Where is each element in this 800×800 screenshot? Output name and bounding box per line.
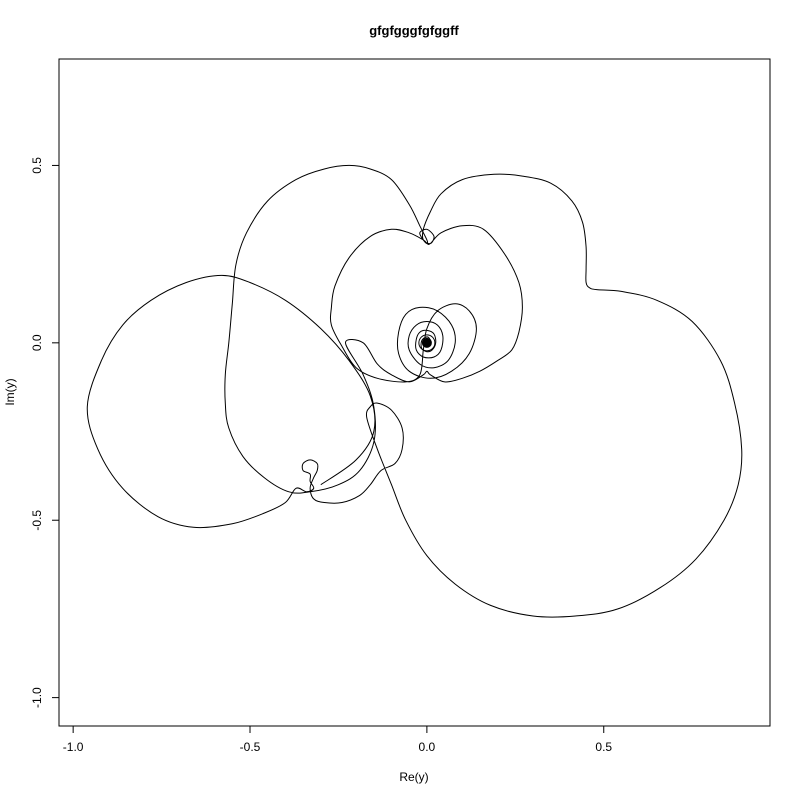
- y-tick-label: -0.5: [30, 510, 44, 531]
- x-tick-label: 0.5: [595, 740, 612, 754]
- x-tick-label: -1.0: [63, 740, 84, 754]
- spiral-core-point: [421, 337, 432, 348]
- y-tick-label: -1.0: [30, 687, 44, 708]
- plot-area: [58, 58, 771, 727]
- y-tick-label: 0.5: [30, 157, 44, 174]
- spiral-core-ring: [418, 334, 436, 352]
- y-axis-label: Im(y): [3, 378, 17, 405]
- x-tick-label: -0.5: [240, 740, 261, 754]
- series-line-0: [86, 164, 743, 618]
- y-tick-label: 0.0: [30, 334, 44, 351]
- x-axis-label: Re(y): [399, 770, 428, 784]
- y-axis: -1.0 -0.5 0.0 0.5: [30, 157, 60, 708]
- x-tick-label: 0.0: [419, 740, 436, 754]
- x-axis: -1.0 -0.5 0.0 0.5: [63, 725, 612, 754]
- chart-title: gfgfgggfgfggff: [369, 23, 459, 38]
- plot-marks: [86, 164, 743, 618]
